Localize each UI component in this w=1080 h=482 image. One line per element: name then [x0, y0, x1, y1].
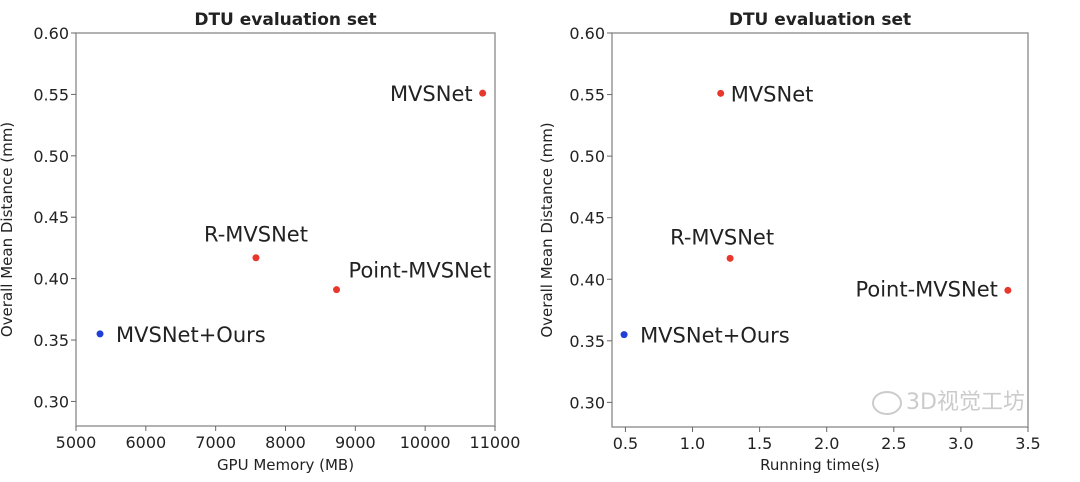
x-tick-label: 3.0 [948, 434, 973, 453]
y-tick-label: 0.35 [569, 332, 605, 351]
data-point [333, 286, 341, 294]
point-label: Point-MVSNet [855, 277, 997, 301]
point-label: MVSNet [731, 82, 814, 106]
x-tick-label: 2.5 [881, 434, 906, 453]
point-label: MVSNet [390, 82, 473, 106]
data-point [96, 330, 104, 338]
chart-svg: DTU evaluation set 5000 6000 7000 8000 9000 10… [0, 10, 521, 474]
chart-title: DTU evaluation set [194, 10, 376, 30]
x-tick-label: 8000 [265, 433, 306, 452]
x-tick-label: 3.5 [1015, 434, 1040, 453]
data-point [620, 331, 628, 339]
y-tick-label: 0.35 [33, 331, 69, 350]
y-tick-label: 0.55 [33, 85, 69, 104]
chart-svg: DTU evaluation set 0.5 1.0 1.5 2.0 2.5 3.0 3.5 0… [538, 10, 1041, 474]
x-tick-label: 2.0 [814, 434, 839, 453]
point-label: R-MVSNet [670, 225, 774, 249]
x-tick-label: 6000 [125, 433, 166, 452]
x-tick-label: 10000 [400, 433, 451, 452]
x-tick-label: 11000 [470, 433, 521, 452]
data-point [1004, 286, 1012, 294]
data-point [252, 254, 260, 262]
y-tick-label: 0.45 [33, 208, 69, 227]
y-axis-label: Overall Mean Distance (mm) [540, 122, 556, 337]
x-tick-label: 7000 [195, 433, 236, 452]
y-tick-label: 0.30 [569, 393, 605, 412]
point-label: R-MVSNet [204, 223, 308, 247]
y-tick-label: 0.45 [569, 209, 605, 228]
watermark-text: 3D视觉工坊 [906, 390, 1025, 415]
running-time-chart: DTU evaluation set 0.5 1.0 1.5 2.0 2.5 3.0 3.5 0… [538, 0, 1080, 478]
y-tick-label: 0.50 [569, 147, 605, 166]
chart-title: DTU evaluation set [729, 10, 911, 30]
y-tick-label: 0.40 [33, 270, 69, 289]
y-tick-label: 0.50 [33, 147, 69, 166]
data-point [726, 254, 734, 262]
x-tick-label: 5000 [56, 433, 97, 452]
x-axis-label: GPU Memory (MB) [217, 456, 354, 474]
x-tick-label: 1.0 [680, 434, 705, 453]
y-tick-label: 0.60 [33, 24, 69, 43]
x-tick-label: 0.5 [613, 434, 638, 453]
x-axis-label: Running time(s) [760, 456, 880, 474]
point-label: MVSNet+Ours [640, 324, 790, 348]
y-axis-label: Overall Mean Distance (mm) [0, 122, 16, 337]
x-tick-label: 9000 [335, 433, 376, 452]
data-point [479, 89, 487, 97]
data-point [717, 89, 725, 97]
y-tick-label: 0.30 [33, 392, 69, 411]
wechat-icon [872, 391, 902, 415]
watermark: 3D视觉工坊 [872, 390, 1025, 416]
y-tick-label: 0.55 [569, 86, 605, 105]
y-tick-label: 0.60 [569, 24, 605, 43]
x-tick-label: 1.5 [747, 434, 772, 453]
point-label: Point-MVSNet [349, 259, 491, 283]
plot-frame [611, 32, 1029, 428]
point-label: MVSNet+Ours [116, 323, 266, 347]
gpu-memory-chart: DTU evaluation set 5000 6000 7000 8000 9000 10… [0, 0, 540, 478]
y-tick-label: 0.40 [569, 270, 605, 289]
